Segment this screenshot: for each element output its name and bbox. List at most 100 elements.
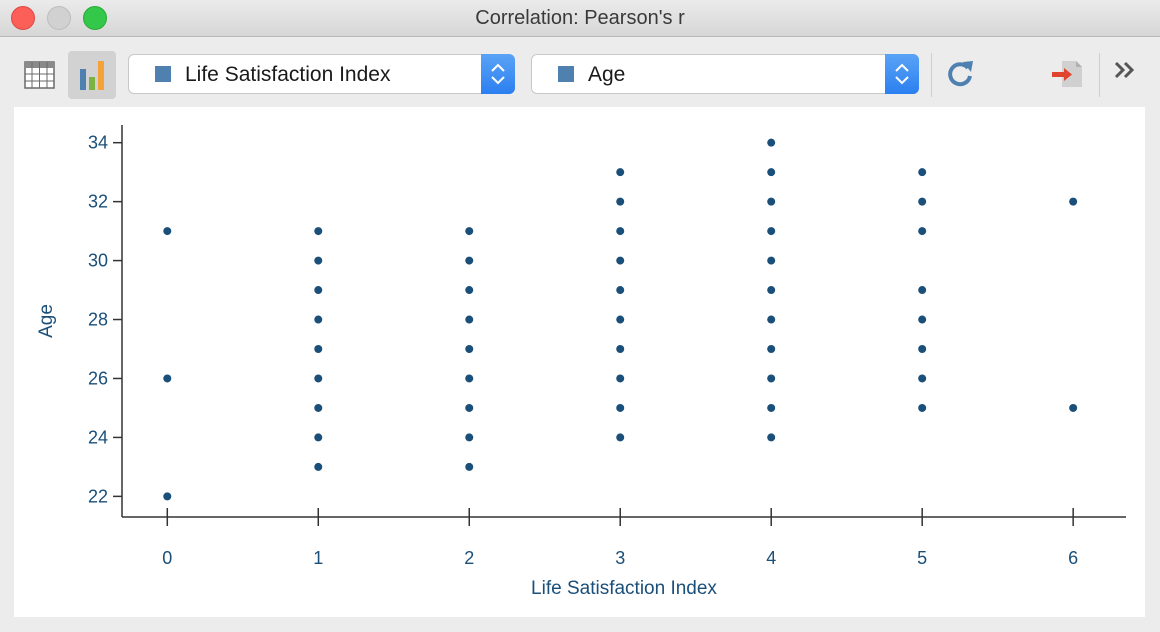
data-point — [918, 168, 927, 177]
data-point — [163, 227, 172, 236]
data-point — [918, 197, 927, 206]
title-bar: Correlation: Pearson's r — [0, 0, 1160, 37]
x-variable-select[interactable]: Life Satisfaction Index — [128, 54, 515, 94]
data-point — [767, 403, 776, 412]
data-point — [767, 315, 776, 324]
data-point — [314, 433, 323, 442]
table-icon — [24, 61, 55, 89]
data-point — [465, 433, 474, 442]
variable-swatch — [558, 66, 574, 82]
data-point — [314, 374, 323, 383]
bar-chart-icon — [80, 61, 104, 90]
x-variable-label: Life Satisfaction Index — [185, 63, 391, 86]
table-view-button[interactable] — [16, 51, 64, 99]
x-tick-label: 3 — [615, 548, 625, 568]
refresh-icon — [948, 61, 973, 87]
data-point — [616, 168, 625, 177]
y-tick-label: 28 — [88, 310, 108, 330]
toolbar-divider — [1099, 53, 1100, 97]
minimize-window-button[interactable] — [47, 6, 71, 30]
data-point — [918, 315, 927, 324]
x-tick-label: 2 — [464, 548, 474, 568]
data-point — [767, 197, 776, 206]
data-point — [918, 403, 927, 412]
refresh-button[interactable] — [940, 51, 980, 95]
data-point — [314, 286, 323, 295]
chart-view-button[interactable] — [68, 51, 116, 99]
data-point — [465, 315, 474, 324]
data-point — [616, 403, 625, 412]
data-point — [767, 345, 776, 353]
x-tick-label: 5 — [917, 548, 927, 568]
data-point — [314, 403, 323, 412]
toolbar: Life Satisfaction Index Age — [0, 37, 1160, 105]
data-point — [465, 345, 474, 353]
y-tick-label: 26 — [88, 368, 108, 388]
x-tick-label: 1 — [313, 548, 323, 568]
export-button[interactable] — [1048, 51, 1088, 95]
toolbar-divider — [931, 53, 932, 97]
x-tick-label: 6 — [1068, 548, 1078, 568]
x-tick-label: 4 — [766, 548, 776, 568]
data-point — [616, 227, 625, 236]
data-point — [314, 227, 323, 236]
y-axis-label: Age — [36, 304, 57, 338]
data-point — [616, 433, 625, 442]
x-tick-label: 0 — [162, 548, 172, 568]
variable-swatch — [155, 66, 171, 82]
data-point — [918, 374, 927, 383]
scatter-plot-panel: 22 24 26 28 30 32 34 0 1 2 3 4 5 6 Life Satisfaction … — [14, 107, 1145, 617]
data-point — [767, 138, 776, 147]
data-point — [465, 403, 474, 412]
data-point — [465, 462, 474, 471]
export-icon — [1052, 61, 1082, 87]
up-down-chevron-icon — [895, 63, 909, 85]
data-point — [767, 227, 776, 236]
data-point — [918, 286, 927, 295]
data-point — [767, 286, 776, 295]
data-point — [314, 256, 323, 265]
data-point — [465, 374, 474, 383]
up-down-chevron-icon — [491, 63, 505, 85]
x-variable-stepper[interactable] — [481, 54, 515, 94]
data-point — [465, 286, 474, 295]
zoom-window-button[interactable] — [83, 6, 107, 30]
window-title: Correlation: Pearson's r — [475, 7, 685, 29]
y-tick-label: 30 — [88, 251, 108, 271]
double-chevron-right-icon — [1114, 61, 1135, 79]
data-point — [616, 374, 625, 383]
data-point — [314, 315, 323, 324]
data-point — [616, 315, 625, 324]
data-point — [616, 256, 625, 265]
data-point — [918, 227, 927, 236]
data-point — [616, 345, 625, 353]
data-point — [163, 492, 172, 501]
data-point — [616, 286, 625, 295]
data-points — [163, 138, 1078, 501]
data-point — [465, 227, 474, 236]
y-variable-select[interactable]: Age — [531, 54, 919, 94]
y-variable-stepper[interactable] — [885, 54, 919, 94]
data-point — [767, 168, 776, 177]
more-button[interactable] — [1108, 51, 1148, 95]
y-tick-label: 22 — [88, 486, 108, 506]
data-point — [616, 197, 625, 206]
close-window-button[interactable] — [11, 6, 35, 30]
data-point — [465, 256, 474, 265]
data-point — [767, 374, 776, 383]
data-point — [767, 256, 776, 265]
y-tick-label: 32 — [88, 192, 108, 212]
y-tick-label: 24 — [88, 427, 108, 447]
data-point — [1069, 197, 1078, 206]
data-point — [918, 345, 927, 353]
data-point — [314, 462, 323, 471]
data-point — [767, 433, 776, 442]
data-point — [314, 345, 323, 353]
data-point — [1069, 403, 1078, 412]
data-point — [163, 374, 172, 383]
x-axis-label: Life Satisfaction Index — [531, 578, 717, 599]
y-variable-label: Age — [588, 63, 626, 86]
